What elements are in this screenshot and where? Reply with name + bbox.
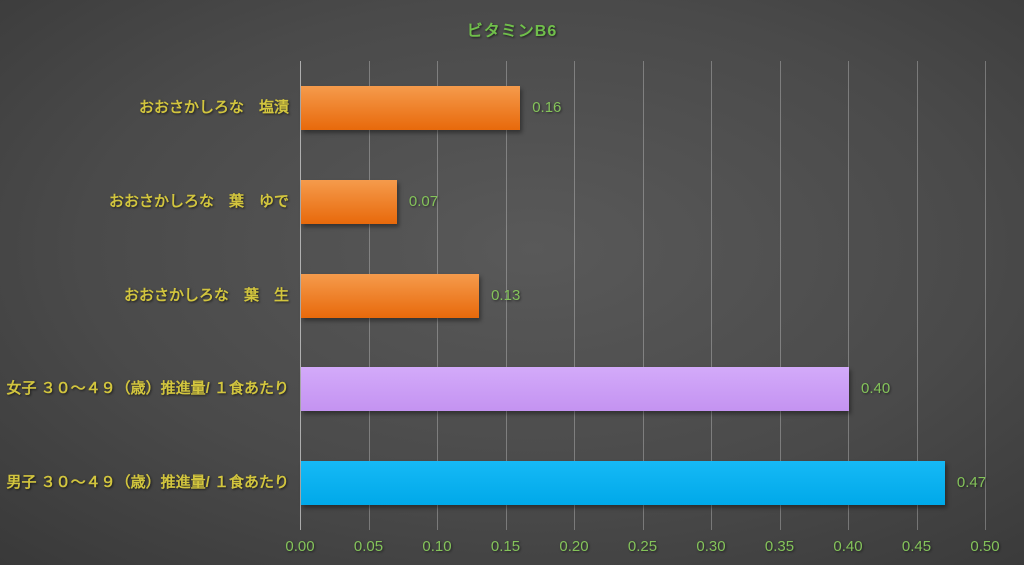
category-axis-label: 女子 ３０～４９（歳）推進量/ １食あたり [6, 380, 289, 398]
gridline [642, 61, 644, 530]
gridline [505, 61, 507, 530]
gridline [779, 61, 781, 530]
chart-bar[interactable] [301, 85, 521, 130]
x-axis-tick-label: 0.25 [627, 538, 658, 555]
category-axis-label: おおさかしろな 葉 ゆで [108, 192, 289, 210]
data-value-label: 0.16 [532, 98, 562, 116]
x-axis-tick-label: 0.50 [970, 538, 1000, 555]
chart-bar[interactable] [301, 461, 945, 506]
category-axis-label: おおさかしろな 塩漬 [138, 98, 289, 116]
value-axis-line [300, 61, 301, 530]
x-axis-tick-label: 0.45 [901, 538, 932, 555]
gridline [711, 61, 712, 530]
data-value-label: 0.13 [491, 286, 521, 304]
x-axis-tick-label: 0.40 [833, 538, 863, 555]
category-axis-label: おおさかしろな 葉 生 [123, 286, 289, 304]
gridline [574, 61, 575, 530]
gridline [848, 61, 849, 530]
data-value-label: 0.40 [861, 380, 891, 398]
x-axis-tick-label: 0.15 [490, 538, 521, 555]
x-axis-tick-label: 0.00 [285, 538, 315, 555]
data-value-label: 0.47 [956, 474, 987, 492]
chart-bar[interactable] [301, 273, 480, 318]
x-axis-tick-label: 0.30 [696, 538, 726, 555]
x-axis-tick-label: 0.10 [422, 538, 452, 555]
x-axis-tick-label: 0.20 [559, 538, 589, 555]
chart-bar[interactable] [301, 367, 849, 412]
x-axis-tick-label: 0.05 [353, 538, 384, 555]
chart-title: ビタミンB6 [466, 23, 558, 40]
category-axis-label: 男子 ３０～４９（歳）推進量/ １食あたり [6, 474, 289, 492]
x-axis-tick-label: 0.35 [764, 538, 795, 555]
gridline [985, 61, 986, 530]
gridline [916, 61, 918, 530]
chart-bar[interactable] [301, 179, 397, 224]
data-value-label: 0.07 [408, 192, 439, 210]
